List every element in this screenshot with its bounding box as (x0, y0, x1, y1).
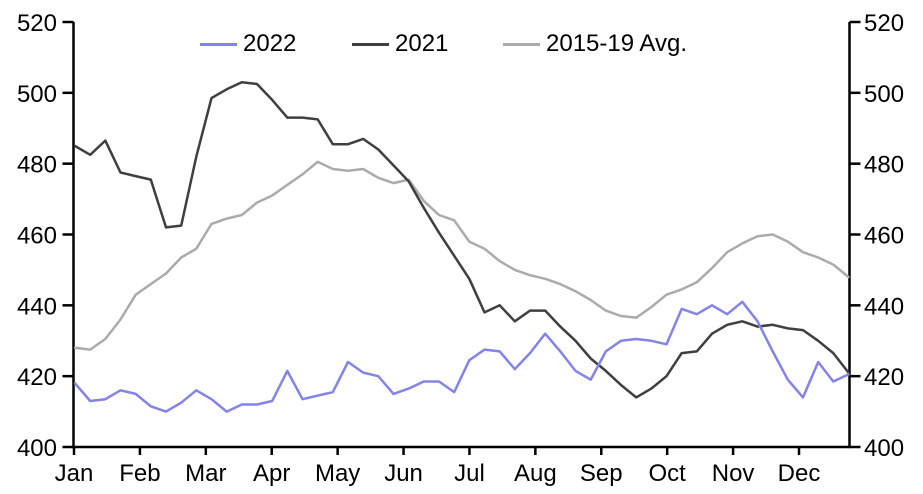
series-line-2015-19-Avg- (73, 160, 850, 351)
y-axis-label-right-400: 400 (864, 435, 904, 462)
x-axis-label-Jan: Jan (55, 460, 94, 487)
x-axis-label-May: May (315, 460, 360, 487)
y-axis-label-right-520: 520 (864, 10, 904, 37)
series-line-2022 (73, 300, 850, 413)
y-axis-label-right-420: 420 (864, 364, 904, 391)
y-axis-label-left-520: 520 (17, 10, 57, 37)
y-axis-label-left-460: 460 (17, 223, 57, 250)
y-axis-label-left-480: 480 (17, 152, 57, 179)
x-axis-label-Aug: Aug (514, 460, 557, 487)
x-axis-label-Sep: Sep (580, 460, 623, 487)
x-axis-label-Jul: Jul (454, 460, 485, 487)
x-axis-label-Nov: Nov (712, 460, 755, 487)
y-axis-label-right-480: 480 (864, 152, 904, 179)
y-axis-label-right-440: 440 (864, 293, 904, 320)
x-axis-label-Dec: Dec (778, 460, 821, 487)
axis-frame (72, 22, 851, 449)
x-axis-label-Apr: Apr (253, 460, 290, 487)
series-line-2021 (73, 80, 850, 399)
y-axis-label-left-500: 500 (17, 81, 57, 108)
x-axis-label-Jun: Jun (384, 460, 423, 487)
y-axis-label-left-420: 420 (17, 364, 57, 391)
y-axis-label-left-440: 440 (17, 293, 57, 320)
x-axis-label-Mar: Mar (185, 460, 226, 487)
x-axis-label-Feb: Feb (119, 460, 160, 487)
y-axis-label-right-500: 500 (864, 81, 904, 108)
y-axis-label-right-460: 460 (864, 223, 904, 250)
x-axis-label-Oct: Oct (649, 460, 687, 487)
y-axis-label-left-400: 400 (17, 435, 57, 462)
